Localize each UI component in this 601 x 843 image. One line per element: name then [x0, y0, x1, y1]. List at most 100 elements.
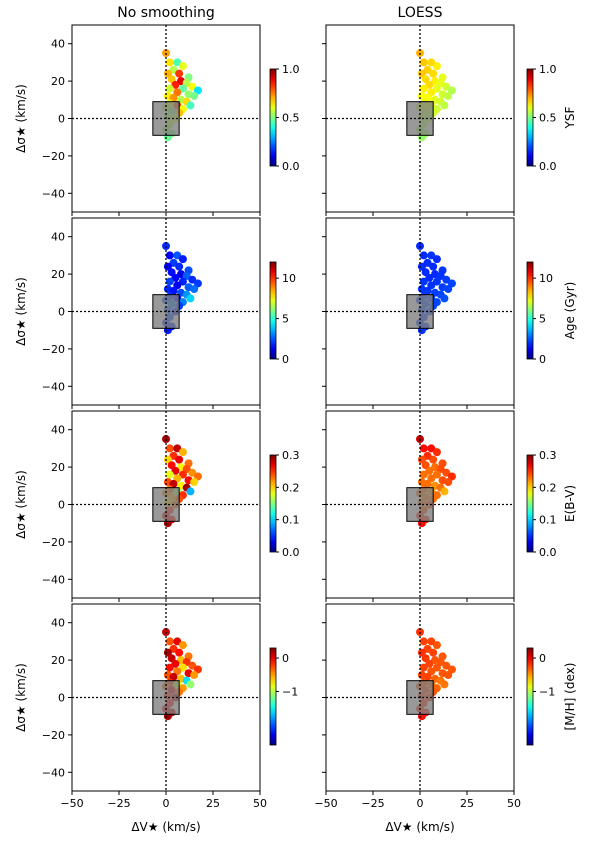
data-point — [419, 277, 428, 286]
x-tick-label: 0 — [163, 797, 170, 810]
y-tick-label: −20 — [42, 729, 65, 742]
y-tick-label: −40 — [42, 380, 65, 393]
y-tick-label: 40 — [51, 424, 65, 437]
data-point — [427, 58, 436, 67]
data-point — [169, 644, 178, 653]
colorbar-tick-label: 0.5 — [539, 112, 557, 125]
data-point — [440, 487, 449, 496]
scatter-panel: 0.0 0.5 1.0 YSF — [322, 24, 577, 216]
data-point — [440, 101, 449, 110]
data-point — [173, 667, 182, 676]
data-point — [178, 448, 187, 457]
data-point — [188, 82, 197, 91]
colorbar-tick-label: 0 — [539, 652, 546, 665]
data-point — [165, 58, 174, 67]
y-tick-label: −40 — [42, 766, 65, 779]
x-tick-label: 50 — [507, 797, 521, 810]
data-point — [423, 672, 432, 681]
y-tick-label: 20 — [51, 268, 65, 281]
data-point — [425, 80, 434, 89]
data-point — [188, 468, 197, 477]
data-point — [165, 637, 174, 646]
data-point — [444, 92, 453, 101]
data-point — [169, 286, 178, 295]
colorbar-tick-label: 1.0 — [282, 63, 300, 76]
data-point — [165, 84, 174, 93]
data-point — [173, 281, 182, 290]
plot-grid: −40 −20 0 20 40 0.0 0.5 1.0 0.0 0.5 1.0 YSF Δσ★ (km/… — [14, 24, 577, 810]
data-point — [182, 271, 191, 280]
colorbar: 0.0 0.1 0.2 0.3 E(B-V) — [526, 449, 577, 559]
colorbar-label: [M/H] (dex) — [563, 663, 577, 731]
data-point — [425, 273, 434, 282]
data-point — [175, 262, 184, 271]
data-point — [190, 92, 199, 101]
data-point — [175, 455, 184, 464]
y-tick-label: −20 — [42, 343, 65, 356]
data-point — [423, 258, 432, 267]
y-axis-label: Δσ★ (km/s) — [14, 84, 28, 153]
data-point — [190, 671, 199, 680]
colorbar-tick-label: 0.3 — [539, 449, 557, 462]
data-point — [165, 277, 174, 286]
data-point — [165, 663, 174, 672]
colorbar-tick-label: 5 — [282, 313, 289, 326]
data-point — [193, 472, 202, 481]
data-point — [193, 86, 202, 95]
colorbar-gradient — [269, 454, 277, 553]
y-tick-label: −20 — [42, 150, 65, 163]
data-point — [419, 84, 428, 93]
data-point — [417, 455, 426, 464]
data-point — [175, 69, 184, 78]
y-tick-label: 40 — [51, 38, 65, 51]
colorbar-tick-label: 0.0 — [282, 546, 300, 559]
data-point — [178, 641, 187, 650]
data-point — [178, 84, 187, 93]
x-tick-label: −25 — [107, 797, 130, 810]
y-tick-label: 0 — [58, 113, 65, 126]
colorbar-label: YSF — [563, 106, 577, 129]
scatter-panel: 0 5 10 Age (Gyr) — [322, 217, 577, 409]
colorbar-label: Age (Gyr) — [563, 282, 577, 340]
data-point — [427, 474, 436, 483]
data-point — [163, 262, 172, 271]
data-point — [417, 262, 426, 271]
data-point — [419, 444, 428, 453]
colorbar-gradient — [269, 647, 277, 746]
y-tick-label: 0 — [58, 306, 65, 319]
data-point — [432, 663, 441, 672]
data-point — [169, 65, 178, 74]
data-point — [173, 251, 182, 260]
data-point — [193, 665, 202, 674]
scatter-panel: −50 −25 0 25 50 −1 0 [M/H] (dex) — [314, 603, 577, 810]
scatter-panel: −40 −20 0 20 40 0.0 0.5 1.0 — [42, 24, 300, 216]
data-point — [188, 661, 197, 670]
data-point — [425, 659, 434, 668]
data-point — [421, 75, 430, 84]
data-point — [427, 281, 436, 290]
data-point — [167, 654, 176, 663]
data-point — [417, 648, 426, 657]
data-point — [432, 641, 441, 650]
data-point — [442, 82, 451, 91]
data-point — [421, 654, 430, 663]
data-point — [190, 478, 199, 487]
colorbar-tick-label: 0.0 — [539, 160, 557, 173]
data-point — [447, 665, 456, 674]
data-point — [178, 62, 187, 71]
colorbar-tick-label: 0 — [282, 652, 289, 665]
data-point — [173, 58, 182, 67]
data-point — [442, 661, 451, 670]
data-point — [186, 101, 195, 110]
data-point — [423, 93, 432, 102]
data-point — [167, 268, 176, 277]
data-point — [423, 286, 432, 295]
y-tick-label: 0 — [58, 499, 65, 512]
scatter-panel: 0.0 0.1 0.2 0.3 E(B-V) — [322, 410, 577, 602]
x-tick-label: 25 — [460, 797, 474, 810]
data-point — [169, 672, 178, 681]
data-point — [444, 285, 453, 294]
data-point — [427, 251, 436, 260]
data-point — [436, 657, 445, 666]
data-point — [171, 466, 180, 475]
